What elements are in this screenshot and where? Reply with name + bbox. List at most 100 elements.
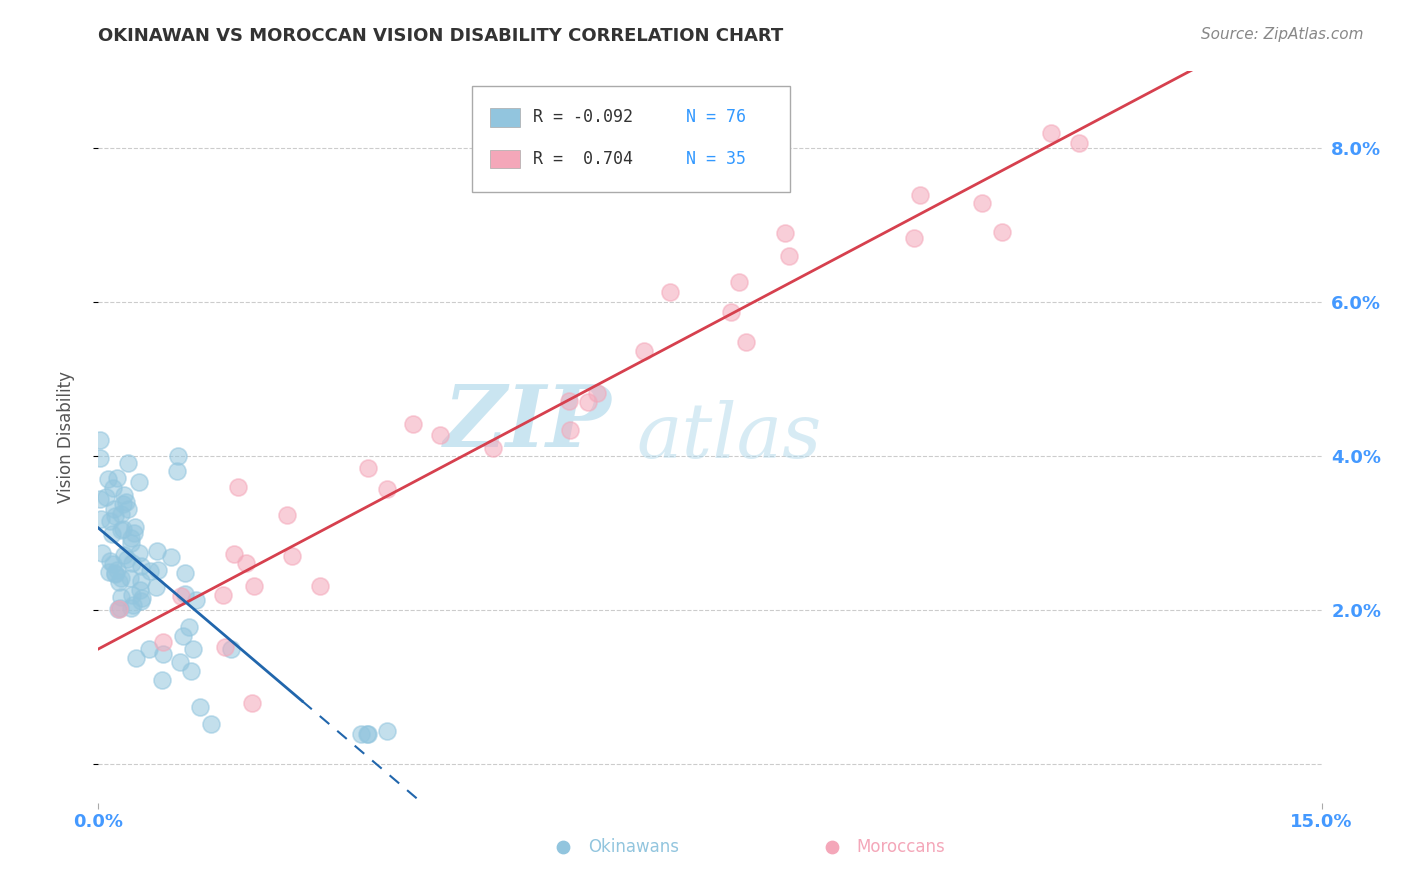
Point — [98, 566, 121, 580]
Point — [375, 482, 398, 496]
Point — [129, 582, 152, 597]
Point — [214, 640, 236, 655]
Point — [242, 579, 264, 593]
Point — [429, 427, 451, 442]
Point — [276, 508, 298, 523]
Point — [152, 634, 174, 648]
Point — [108, 600, 131, 615]
Point — [174, 566, 197, 580]
Point — [169, 655, 191, 669]
Point — [110, 591, 132, 605]
Bar — [489, 108, 520, 127]
Point — [170, 589, 193, 603]
Point — [357, 726, 380, 740]
Point — [240, 696, 263, 710]
Point — [110, 524, 132, 538]
Point — [910, 187, 932, 202]
Point — [104, 567, 127, 582]
Point — [105, 564, 128, 578]
Point — [118, 571, 141, 585]
Point — [633, 343, 655, 358]
Point — [167, 450, 190, 464]
Point — [128, 546, 150, 560]
Point — [103, 481, 125, 495]
Point — [111, 497, 134, 511]
Point — [110, 571, 132, 585]
Point — [98, 514, 121, 528]
Point — [557, 394, 579, 409]
Text: atlas: atlas — [637, 401, 823, 474]
Point — [173, 587, 195, 601]
Point — [101, 526, 124, 541]
Point — [105, 471, 128, 485]
Point — [281, 549, 304, 563]
Point — [166, 464, 188, 478]
Point — [129, 559, 152, 574]
Text: Moroccans: Moroccans — [856, 838, 946, 855]
Text: R =  0.704: R = 0.704 — [533, 150, 633, 168]
Point — [115, 495, 138, 509]
Point — [115, 552, 138, 566]
Point — [356, 726, 378, 740]
Point — [146, 544, 169, 558]
Point — [120, 535, 142, 549]
Point — [97, 472, 120, 486]
Point — [117, 501, 139, 516]
Point — [576, 394, 599, 409]
Text: ZIP: ZIP — [444, 381, 612, 464]
Point — [111, 522, 134, 536]
Point — [221, 641, 243, 656]
Point — [120, 600, 142, 615]
Point — [121, 556, 143, 570]
Point — [235, 556, 257, 570]
Point — [903, 231, 925, 245]
Point — [145, 581, 167, 595]
Bar — [489, 150, 520, 169]
Point — [773, 226, 796, 240]
Point — [212, 588, 235, 602]
Point — [129, 574, 152, 589]
Text: OKINAWAN VS MOROCCAN VISION DISABILITY CORRELATION CHART: OKINAWAN VS MOROCCAN VISION DISABILITY C… — [98, 27, 783, 45]
Point — [152, 647, 174, 661]
Point — [309, 579, 332, 593]
Text: N = 76: N = 76 — [686, 109, 745, 127]
Point — [150, 673, 173, 687]
Point — [357, 461, 380, 475]
Point — [107, 601, 129, 615]
Point — [728, 275, 751, 289]
Point — [122, 526, 145, 541]
Point — [188, 699, 211, 714]
Point — [125, 650, 148, 665]
Point — [1039, 126, 1062, 140]
Point — [186, 593, 208, 607]
Point — [146, 563, 169, 577]
Point — [138, 642, 160, 657]
Point — [110, 507, 132, 521]
Point — [89, 434, 111, 448]
Point — [112, 488, 135, 502]
Y-axis label: Vision Disability: Vision Disability — [56, 371, 75, 503]
Text: R = -0.092: R = -0.092 — [533, 109, 633, 127]
Point — [658, 285, 681, 299]
Text: Okinawans: Okinawans — [588, 838, 679, 855]
Point — [734, 335, 756, 350]
Point — [121, 588, 143, 602]
Point — [131, 593, 153, 607]
Point — [89, 492, 111, 507]
Point — [94, 490, 117, 504]
Point — [98, 554, 121, 568]
Point — [181, 642, 204, 657]
Point — [402, 417, 425, 431]
Point — [103, 502, 125, 516]
Point — [101, 557, 124, 571]
Point — [121, 598, 143, 612]
Point — [481, 441, 503, 455]
Point — [131, 591, 153, 606]
Point — [104, 566, 127, 581]
Point — [226, 480, 249, 494]
Point — [558, 423, 581, 437]
Point — [991, 226, 1014, 240]
Point — [177, 620, 200, 634]
Point — [90, 512, 112, 526]
Point — [350, 726, 373, 740]
